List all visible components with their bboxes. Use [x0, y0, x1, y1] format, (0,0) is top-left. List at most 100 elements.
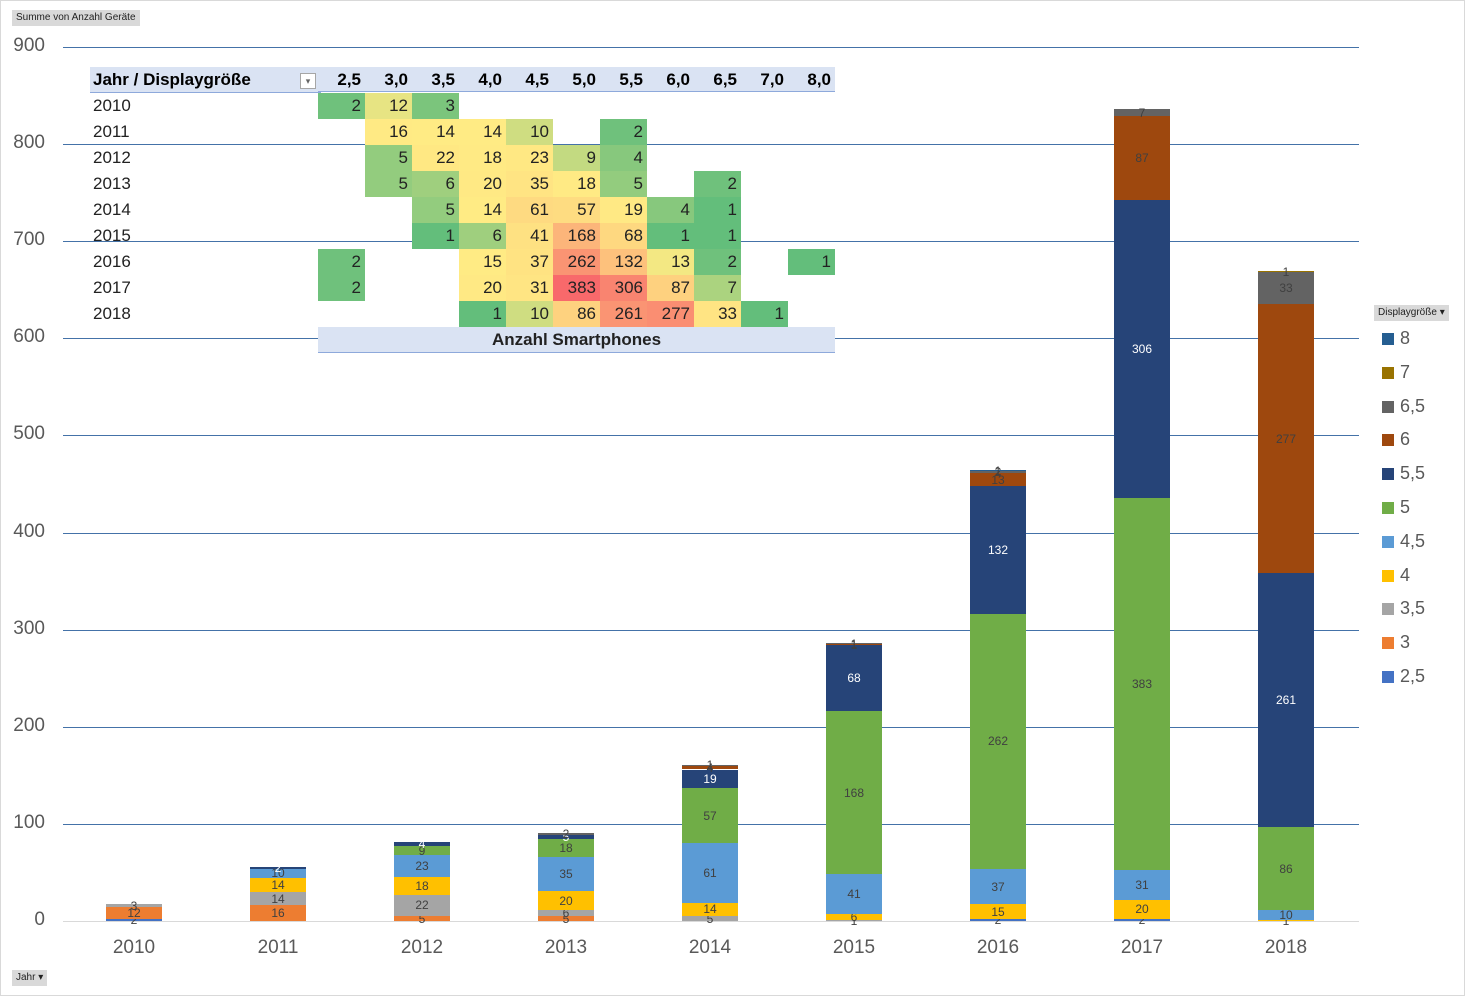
values-field-button[interactable]: Summe von Anzahl Geräte: [12, 10, 140, 26]
data-label: 14: [271, 878, 285, 893]
bar-segment[interactable]: [970, 919, 1026, 921]
bar-segment[interactable]: [970, 868, 1026, 905]
legend-field-button[interactable]: Displaygröße ▾: [1374, 305, 1449, 321]
bar-segment[interactable]: [970, 470, 1026, 472]
bar-segment[interactable]: [106, 904, 162, 908]
pivot-cell: 61: [506, 197, 553, 223]
axis-field-button[interactable]: Jahr ▾: [12, 970, 48, 986]
bar-segment[interactable]: [1114, 200, 1170, 498]
x-tick-label: 2012: [400, 937, 444, 958]
bar-segment[interactable]: [1114, 919, 1170, 921]
bar-segment[interactable]: [970, 904, 1026, 920]
pivot-cell: 2: [318, 275, 365, 301]
legend-item[interactable]: 5: [1382, 497, 1410, 517]
bar-segment[interactable]: [826, 920, 882, 922]
bar-segment[interactable]: [394, 842, 450, 847]
bar-segment[interactable]: [1114, 115, 1170, 201]
bar-segment[interactable]: [826, 644, 882, 646]
bar-segment[interactable]: [394, 916, 450, 921]
pivot-corner-header: Jahr / Displaygröße: [90, 67, 321, 93]
legend-item[interactable]: 6: [1382, 429, 1410, 449]
bar-segment[interactable]: [826, 643, 882, 645]
legend-item[interactable]: 3: [1382, 632, 1410, 652]
bar-segment[interactable]: [682, 787, 738, 844]
bar-segment[interactable]: [1258, 304, 1314, 574]
pivot-column-header: 6,5: [694, 67, 741, 92]
bar-segment[interactable]: [1114, 109, 1170, 116]
bar-segment[interactable]: [1258, 910, 1314, 921]
bar-segment[interactable]: [682, 916, 738, 921]
pivot-cell: 7: [694, 275, 741, 301]
legend-item[interactable]: 8: [1382, 328, 1410, 348]
bar-segment[interactable]: [538, 832, 594, 835]
bar-segment[interactable]: [250, 866, 306, 869]
data-label: 2: [994, 465, 1002, 480]
legend-label: 6,5: [1400, 395, 1426, 416]
legend-item[interactable]: 7: [1382, 362, 1410, 382]
legend-item[interactable]: 6,5: [1382, 396, 1425, 416]
bar-segment[interactable]: [106, 919, 162, 921]
bar-segment[interactable]: [682, 843, 738, 903]
bar-segment[interactable]: [394, 877, 450, 895]
bar-segment[interactable]: [394, 846, 450, 855]
x-tick-label: 2017: [1120, 937, 1164, 958]
data-label: 5: [706, 911, 714, 926]
data-label: 16: [271, 906, 285, 921]
legend-label: 7: [1400, 361, 1411, 382]
bar-segment[interactable]: [1114, 869, 1170, 900]
bar-segment[interactable]: [538, 910, 594, 917]
data-label: 18: [415, 879, 429, 894]
legend-swatch: [1382, 333, 1394, 345]
bar-segment[interactable]: [538, 839, 594, 857]
bar-segment[interactable]: [106, 907, 162, 920]
bar-segment[interactable]: [250, 878, 306, 892]
bar-segment[interactable]: [394, 854, 450, 878]
data-label: 1: [850, 637, 858, 652]
bar-segment[interactable]: [826, 645, 882, 712]
bar-segment[interactable]: [970, 471, 1026, 474]
legend-swatch: [1382, 671, 1394, 683]
filter-dropdown-icon[interactable]: ▾: [300, 73, 316, 89]
data-label: 4: [706, 760, 714, 775]
legend-item[interactable]: 2,5: [1382, 666, 1425, 686]
bar-segment[interactable]: [970, 485, 1026, 615]
bar-segment[interactable]: [826, 914, 882, 920]
bar-segment[interactable]: [682, 902, 738, 917]
bar-segment[interactable]: [1258, 920, 1314, 922]
bar-segment[interactable]: [1258, 271, 1314, 273]
bar-segment[interactable]: [538, 834, 594, 840]
bar-segment[interactable]: [250, 905, 306, 921]
bar-segment[interactable]: [538, 916, 594, 921]
legend-item[interactable]: 5,5: [1382, 463, 1425, 483]
pivot-column-header: 3,5: [412, 67, 459, 92]
bar-segment[interactable]: [970, 473, 1026, 486]
bar-segment[interactable]: [970, 614, 1026, 869]
bar-segment[interactable]: [1258, 826, 1314, 911]
legend-item[interactable]: 3,5: [1382, 598, 1425, 618]
pivot-cell: 23: [506, 145, 553, 171]
bar-segment[interactable]: [1258, 272, 1314, 305]
bar-segment[interactable]: [1258, 573, 1314, 827]
bar-segment[interactable]: [250, 868, 306, 879]
data-label: 2: [562, 826, 570, 841]
pivot-cell: 6: [412, 171, 459, 197]
bar-segment[interactable]: [1114, 497, 1170, 870]
pivot-row-label: 2010: [93, 96, 131, 115]
bar-segment[interactable]: [826, 874, 882, 915]
bar-segment[interactable]: [826, 711, 882, 875]
bar-segment[interactable]: [538, 890, 594, 911]
x-tick-label: 2018: [1264, 937, 1308, 958]
bar-segment[interactable]: [1114, 899, 1170, 920]
bar-segment[interactable]: [682, 765, 738, 770]
legend-item[interactable]: 4,5: [1382, 531, 1425, 551]
bar-segment[interactable]: [394, 894, 450, 917]
bar-segment[interactable]: [250, 891, 306, 906]
bar-segment[interactable]: [538, 856, 594, 891]
bar-segment[interactable]: [682, 769, 738, 788]
bar-segment[interactable]: [682, 764, 738, 766]
dropdown-arrow-icon: ▾: [38, 972, 44, 983]
pivot-cell: 19: [600, 197, 647, 223]
data-label: 5: [562, 829, 570, 844]
legend-item[interactable]: 4: [1382, 565, 1410, 585]
data-label: 4: [418, 837, 426, 852]
